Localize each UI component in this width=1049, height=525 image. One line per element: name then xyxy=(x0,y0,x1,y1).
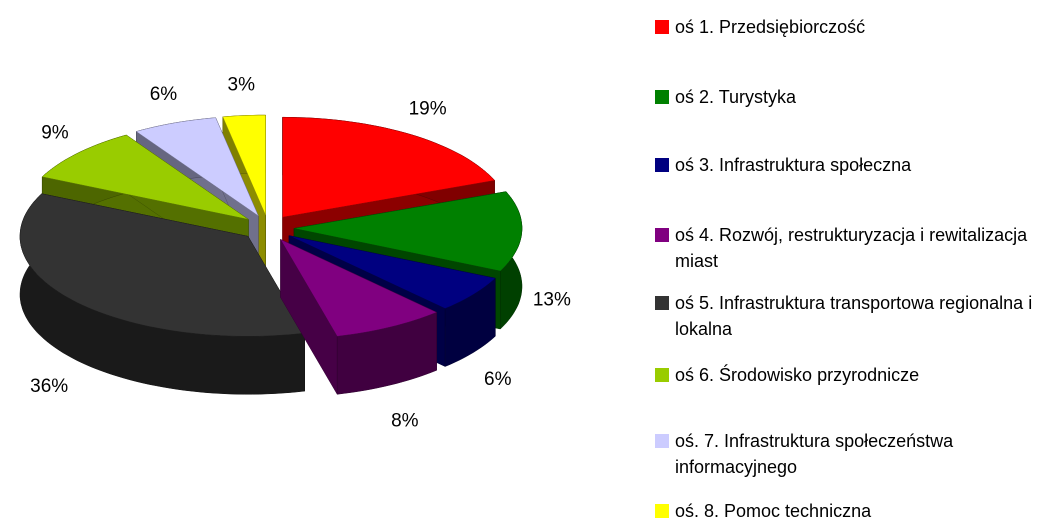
legend-label: oś 3. Infrastruktura społeczna xyxy=(675,155,912,175)
slice xyxy=(288,235,496,309)
pie-area: 19% 13% 6% 8% 36% 9% 6% 3% xyxy=(19,75,571,431)
legend-item: oś 3. Infrastruktura społeczna xyxy=(655,152,1049,178)
legend-label: oś. 7. Infrastruktura społeczeństwa info… xyxy=(675,431,954,477)
legend-label: oś 2. Turystyka xyxy=(675,87,797,107)
legend-label: oś 6. Środowisko przyrodnicze xyxy=(675,365,920,385)
legend-swatch xyxy=(655,158,669,172)
data-label: 8% xyxy=(391,410,419,431)
data-label: 19% xyxy=(409,99,447,120)
legend-label: oś 5. Infrastruktura transportowa region… xyxy=(675,293,1033,339)
slice xyxy=(282,116,496,218)
legend-swatch xyxy=(655,20,669,34)
slice xyxy=(41,134,249,220)
data-label: 36% xyxy=(30,376,68,397)
legend-label: oś 1. Przedsiębiorczość xyxy=(675,17,866,37)
legend-item: oś 1. Przedsiębiorczość xyxy=(655,14,1049,40)
legend-item: oś 2. Turystyka xyxy=(655,84,1049,110)
legend-label: oś. 8. Pomoc techniczna xyxy=(675,501,872,521)
data-label: 6% xyxy=(484,369,512,390)
legend-item: oś. 8. Pomoc techniczna xyxy=(655,498,1049,524)
legend-item: oś 5. Infrastruktura transportowa region… xyxy=(655,290,1049,342)
data-label: 9% xyxy=(41,122,69,143)
legend-swatch xyxy=(655,90,669,104)
slice xyxy=(293,191,523,272)
data-label: 6% xyxy=(150,84,178,105)
slice xyxy=(19,193,306,337)
legend-label: oś 4. Rozwój, restrukturyzacja i rewital… xyxy=(675,225,1028,271)
data-label: 3% xyxy=(228,75,256,96)
slice xyxy=(279,238,438,337)
data-label: 13% xyxy=(533,290,571,311)
legend-swatch xyxy=(655,228,669,242)
legend-swatch xyxy=(655,504,669,518)
slice xyxy=(222,114,266,216)
legend-swatch xyxy=(655,368,669,382)
legend-swatch xyxy=(655,296,669,310)
legend-swatch xyxy=(655,434,669,448)
slice xyxy=(135,117,259,217)
legend-item: oś 6. Środowisko przyrodnicze xyxy=(655,362,1049,388)
legend-item: oś 4. Rozwój, restrukturyzacja i rewital… xyxy=(655,222,1049,274)
legend-item: oś. 7. Infrastruktura społeczeństwa info… xyxy=(655,428,1049,480)
